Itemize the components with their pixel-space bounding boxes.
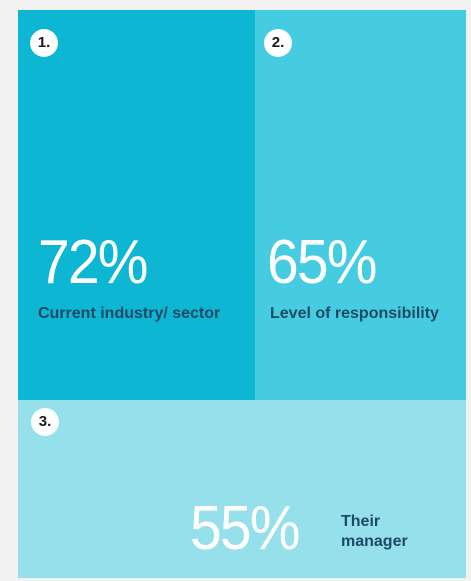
label-level-of-responsibility: Level of responsibility xyxy=(270,305,439,322)
rank-badge-1: 1. xyxy=(30,29,58,57)
rank-badge-3: 3. xyxy=(31,408,59,436)
label-their-manager: Their manager xyxy=(341,513,408,550)
tile-their-manager: 3. 55% Their manager xyxy=(18,400,466,578)
label-current-industry: Current industry/ sector xyxy=(38,305,221,322)
tile-current-industry: 1. 72% Current industry/ sector xyxy=(18,10,255,400)
tile-level-of-responsibility: 2. 65% Level of responsibility xyxy=(255,10,466,400)
rank-badge-2: 2. xyxy=(264,29,292,57)
percent-value-1: 72% xyxy=(38,228,148,297)
percent-value-3: 55% xyxy=(190,494,300,563)
percent-value-2: 65% xyxy=(267,228,377,297)
